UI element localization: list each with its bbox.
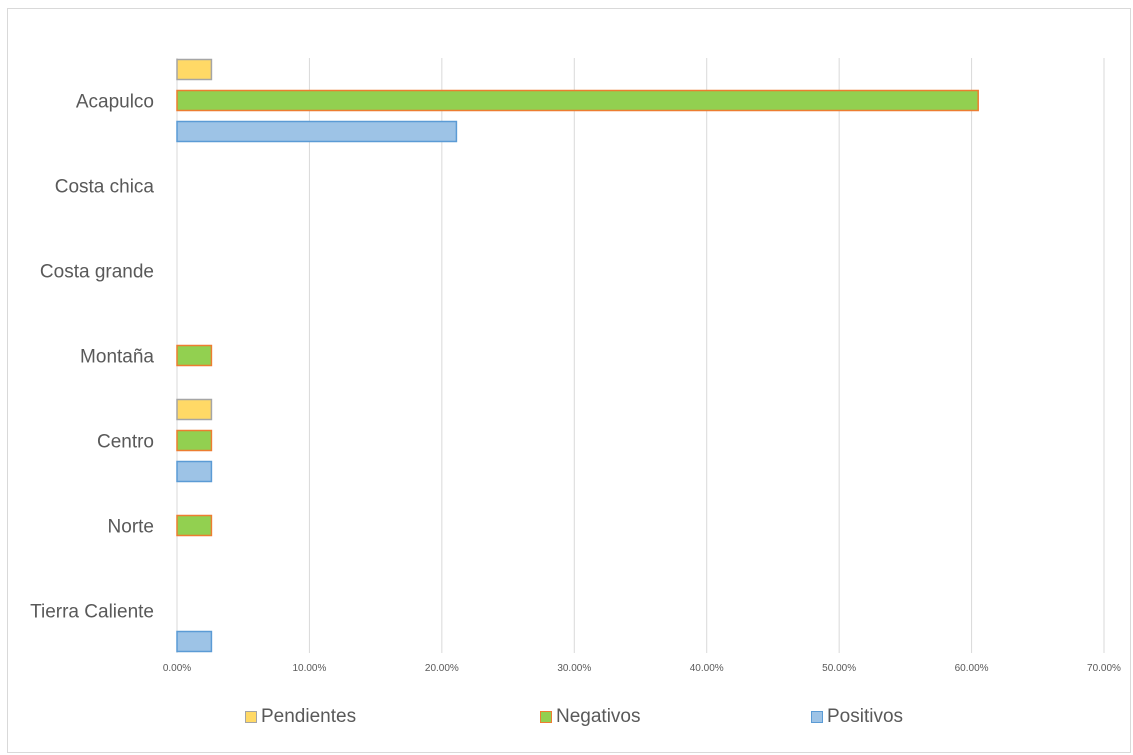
legend-item-positivos: Positivos [811,706,903,728]
category-label: Acapulco [76,92,154,113]
category-label: Montaña [80,347,154,368]
bar-pendientes-centro [176,398,213,421]
legend: Pendientes Negativos Positivos [0,706,1133,736]
legend-label-negativos: Negativos [556,706,641,727]
x-tick-label: 60.00% [955,663,989,674]
legend-item-pendientes: Pendientes [245,706,356,728]
legend-swatch-positivos [811,711,823,723]
legend-label-pendientes: Pendientes [261,706,357,727]
category-label: Tierra Caliente [30,602,154,623]
bar-negativos-norte [176,514,213,537]
x-tick-label: 30.00% [557,663,591,674]
category-label: Costa grande [40,262,154,283]
category-label: Centro [97,432,154,453]
bar-pendientes-acapulco [176,58,213,81]
legend-swatch-pendientes [245,711,257,723]
category-labels: Acapulco Costa chica Costa grande Montaña Ce… [30,92,154,623]
bar-chart: Acapulco Costa chica Costa grande Montaña Ce… [30,58,1121,674]
x-tick-label: 40.00% [690,663,724,674]
bar-negativos-acapulco [176,89,979,112]
x-tick-label: 10.00% [292,663,326,674]
bars [176,58,979,653]
category-label: Norte [108,517,154,538]
x-tick-label: 70.00% [1087,663,1121,674]
bar-negativos-centro [176,429,213,452]
legend-item-negativos: Negativos [540,706,641,728]
bar-positivos-tierra-caliente [176,630,213,653]
category-label: Costa chica [55,177,155,198]
legend-swatch-negativos [540,711,552,723]
legend-label-positivos: Positivos [827,706,904,727]
bar-positivos-centro [176,460,213,483]
bar-negativos-montana [176,344,213,367]
x-tick-label: 20.00% [425,663,459,674]
x-tick-labels: 0.00% 10.00% 20.00% 30.00% 40.00% 50.00% 60.00… [163,663,1121,674]
x-tick-label: 0.00% [163,663,191,674]
gridlines [176,58,1105,653]
x-tick-label: 50.00% [822,663,856,674]
bar-positivos-acapulco [176,120,458,143]
